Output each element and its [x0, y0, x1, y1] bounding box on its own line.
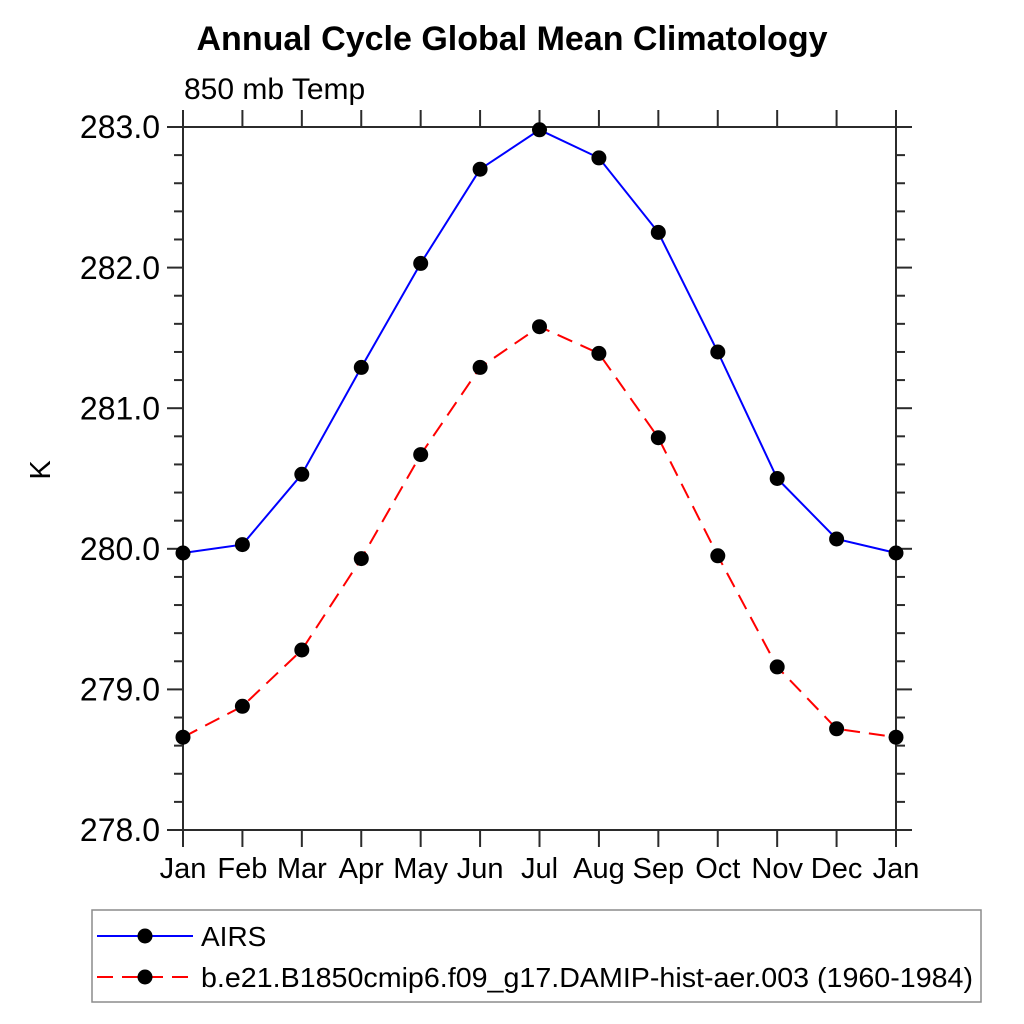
month-label: Dec [811, 853, 863, 885]
y-axis-label: K [25, 460, 57, 480]
plot-frame [182, 126, 897, 831]
month-label: Jun [457, 853, 504, 885]
month-label: Feb [217, 853, 267, 885]
data-point-marker [650, 224, 666, 240]
legend-label-model: b.e21.B1850cmip6.f09_g17.DAMIP-hist-aer.… [201, 962, 973, 993]
axis-tick-labels: 278.0 279.0 280.0 281.0 282.0 283.0 Jan Feb Mar A… [80, 109, 919, 885]
data-point-marker [591, 150, 607, 166]
month-label: Nov [751, 853, 803, 885]
data-point-marker [472, 161, 488, 177]
y-tick-label: 281.0 [80, 390, 160, 426]
series-line-1 [182, 325, 897, 739]
y-axis-ticks [167, 126, 912, 831]
x-axis-ticks [182, 110, 897, 847]
month-label: Jan [873, 853, 920, 885]
y-tick-label: 283.0 [80, 109, 160, 145]
chart-subtitle: 850 mb Temp [184, 73, 365, 106]
data-point-marker [175, 729, 191, 745]
y-tick-label: 278.0 [80, 812, 160, 848]
plot-area: 278.0 279.0 280.0 281.0 282.0 283.0 Jan Feb Mar A… [80, 109, 919, 885]
data-point-marker [532, 319, 547, 335]
series-layer [175, 122, 904, 745]
data-point-marker [710, 548, 726, 564]
data-point-marker [591, 345, 607, 361]
data-point-marker [234, 698, 250, 714]
data-point-marker [650, 430, 666, 446]
data-point-marker [353, 551, 369, 567]
month-label: Mar [277, 853, 327, 885]
data-point-marker [234, 537, 250, 553]
month-label: Aug [573, 853, 625, 885]
month-label: Oct [695, 853, 740, 885]
data-point-marker [829, 721, 845, 737]
data-point-marker [888, 545, 904, 561]
data-point-marker [353, 359, 369, 375]
legend-entry-model: b.e21.B1850cmip6.f09_g17.DAMIP-hist-aer.… [97, 962, 973, 993]
legend-label-airs: AIRS [201, 921, 266, 952]
month-label: Jul [521, 853, 558, 885]
data-point-marker [532, 122, 547, 138]
data-point-marker [413, 255, 429, 271]
chart-title: Annual Cycle Global Mean Climatology [197, 20, 828, 58]
data-point-marker [710, 344, 726, 360]
data-point-marker [829, 531, 845, 547]
legend: AIRS b.e21.B1850cmip6.f09_g17.DAMIP-hist… [91, 909, 982, 1003]
legend-entry-airs: AIRS [97, 921, 266, 952]
data-point-marker [769, 471, 785, 486]
axis-frame [182, 126, 897, 831]
month-label: May [393, 853, 448, 885]
y-tick-label: 279.0 [80, 672, 160, 708]
data-point-marker [294, 642, 310, 658]
data-point-marker [888, 729, 904, 745]
data-point-marker [769, 659, 785, 675]
data-point-marker [472, 359, 488, 375]
legend-box [91, 909, 982, 1003]
data-point-marker [294, 466, 310, 482]
series-line-0 [182, 128, 897, 554]
y-tick-label: 280.0 [80, 531, 160, 567]
y-tick-label: 282.0 [80, 250, 160, 286]
month-label: Apr [339, 853, 384, 885]
month-label: Jan [160, 853, 207, 885]
month-label: Sep [633, 853, 685, 885]
data-point-marker [413, 447, 429, 463]
airs-marker-icon [137, 928, 153, 944]
data-point-marker [175, 545, 191, 561]
model-marker-icon [137, 969, 153, 985]
